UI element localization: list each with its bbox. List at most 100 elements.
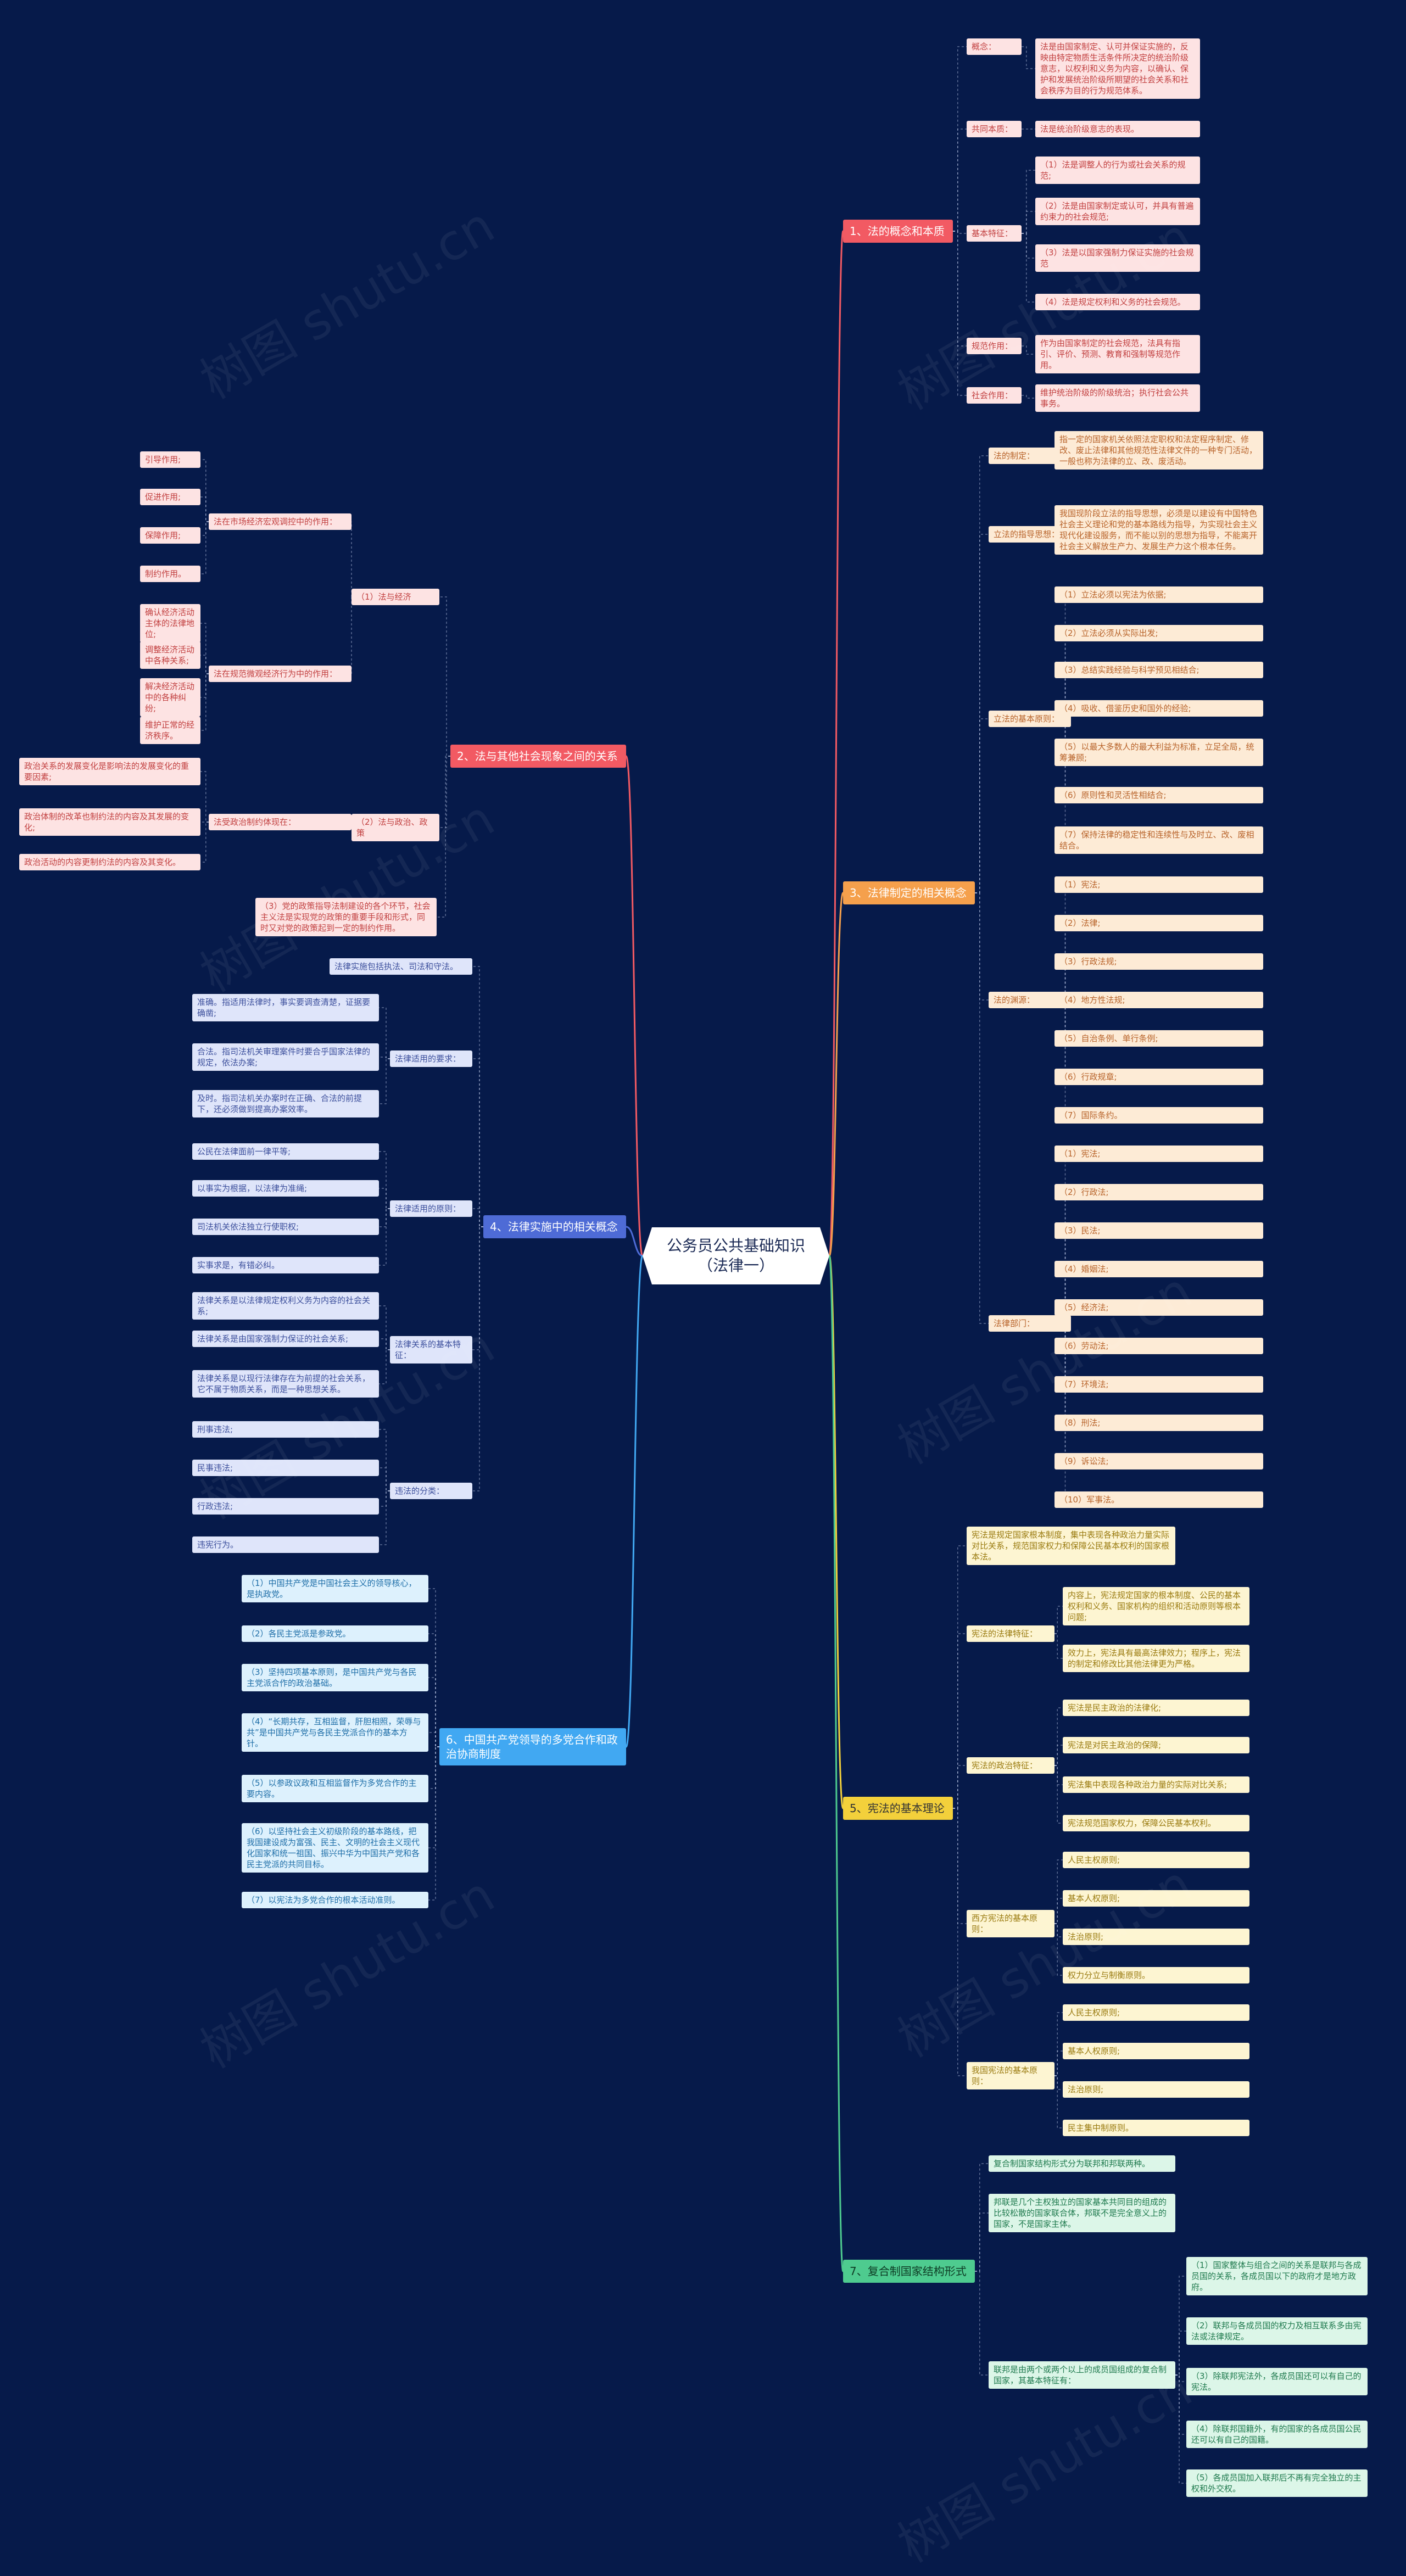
- node-5-1: 宪法是规定国家根本制度，集中表现各种政治力量实际对比关系，规范国家权力和保障公民…: [967, 1527, 1175, 1565]
- node-4-3-4: 实事求是，有错必纠。: [192, 1257, 379, 1273]
- node-3-5-4: （4）婚姻法;: [1054, 1261, 1263, 1277]
- connector-109: [428, 1732, 439, 1747]
- node-3-4-6: （6）行政规章;: [1054, 1069, 1263, 1085]
- connector-112: [428, 1746, 439, 1901]
- connector-107: [428, 1633, 439, 1747]
- connector-108: [428, 1677, 439, 1747]
- node-3-4-4: （4）地方性法规;: [1054, 992, 1263, 1008]
- connector-110: [428, 1746, 439, 1789]
- node-4-5-2: 民事违法;: [192, 1460, 379, 1476]
- node-3-4-2: （2）法律;: [1054, 915, 1263, 931]
- connector-121: [1175, 2374, 1186, 2484]
- connector-27: [439, 756, 450, 828]
- node-7-2: 邦联是几个主权独立的国家基本共同目的组成的比较松散的国家联合体，邦联不是完全意义…: [989, 2194, 1175, 2232]
- node-7-3-1: （1）国家整体与组合之间的关系是联邦与各成员国的关系，各成员国以下的政府才是地方…: [1186, 2257, 1368, 2295]
- node-6-4: （4）“长期共存，互相监督，肝胆相照，荣辱与共”是中国共产党与各民主党派合作的基…: [242, 1713, 428, 1752]
- connector-82: [379, 1467, 390, 1491]
- node-5-5-3: 法治原则;: [1063, 2081, 1249, 2098]
- node-5-5-1: 人民主权原则;: [1063, 2004, 1249, 2021]
- node-1-4: 规范作用：: [967, 338, 1022, 354]
- node-3-3-6: （6）原则性和灵活性相结合;: [1054, 787, 1263, 803]
- connector-33: [828, 892, 844, 1257]
- node-1-1-1: 法是由国家制定、认可并保证实施的，反映由特定物质生活条件所决定的统治阶级意志，以…: [1035, 38, 1200, 99]
- connector-75: [379, 1208, 390, 1266]
- connector-15: [625, 755, 644, 1257]
- connector-20: [200, 521, 209, 536]
- connector-54: [975, 892, 989, 1324]
- node-1-2-1: 法是统治阶级意志的表现。: [1035, 121, 1200, 137]
- node-5-4: 西方宪法的基本原则：: [967, 1910, 1054, 1937]
- node-3-5-5: （5）经济法;: [1054, 1299, 1263, 1316]
- node-2-1-1-1: 引导作用;: [140, 451, 200, 468]
- connector-119: [1175, 2374, 1186, 2382]
- branch-4: 4、法律实施中的相关概念: [483, 1215, 626, 1238]
- node-2-1-2-1: 确认经济活动主体的法律地位;: [140, 604, 200, 642]
- node-3-2-1: 我国现阶段立法的指导思想，必须是以建设有中国特色社会主义理论和党的基本路线为指导…: [1054, 505, 1263, 555]
- node-4-4-1: 法律关系是以法律规定权利义务为内容的社会关系;: [192, 1292, 379, 1320]
- node-1-5-1: 维护统治阶级的阶级统治；执行社会公共事务。: [1035, 384, 1200, 412]
- connector-89: [1054, 1633, 1063, 1659]
- connector-64: [1054, 1323, 1071, 1500]
- connector-120: [1175, 2374, 1186, 2435]
- connector-99: [1054, 1923, 1063, 1976]
- node-3-4-3: （3）行政法规;: [1054, 953, 1263, 970]
- connector-31: [200, 822, 209, 863]
- node-4-3-1: 公民在法律面前一律平等;: [192, 1143, 379, 1160]
- connector-76: [472, 1226, 483, 1350]
- node-5-2-1: 内容上，宪法规定国家的根本制度、公民的基本权利和义务、国家机构的组织和活动原则等…: [1063, 1587, 1249, 1625]
- connector-101: [1054, 2012, 1063, 2076]
- node-1-3-3: （3）法是以国家强制力保证实施的社会规范: [1035, 244, 1200, 272]
- branch-6: 6、中国共产党领导的多党合作和政治协商制度: [439, 1728, 626, 1765]
- node-5-2: 宪法的法律特征：: [967, 1625, 1054, 1642]
- node-6-6: （6）以坚持社会主义初级阶段的基本路线，把我国建设成为富强、民主、文明的社会主义…: [242, 1823, 428, 1873]
- connector-105: [625, 1255, 644, 1748]
- node-3-5-2: （2）行政法;: [1054, 1184, 1263, 1200]
- node-7-3-2: （2）联邦与各成员国的权力及相互联系多由宪法或法律规定。: [1186, 2317, 1368, 2345]
- node-4-3-2: 以事实为根据，以法律为准绳;: [192, 1180, 379, 1197]
- connector-115: [975, 2212, 989, 2272]
- node-7-3-5: （5）各成员国加入联邦后不再有完全独立的主权和外交权。: [1186, 2469, 1368, 2497]
- node-4-3: 法律适用的原则：: [390, 1200, 472, 1217]
- node-2-2-1-3: 政治活动的内容更制约法的内容及其变化。: [19, 854, 200, 870]
- node-4-2-2: 合法。指司法机关审理案件时要合乎国家法律的规定，依法办案;: [192, 1043, 379, 1071]
- node-3-4-7: （7）国际条约。: [1054, 1107, 1263, 1124]
- connector-68: [379, 1007, 390, 1059]
- connector-92: [1054, 1745, 1063, 1766]
- node-3-3-4: （4）吸收、借鉴历史和国外的经验;: [1054, 700, 1263, 717]
- connector-104: [1054, 2075, 1063, 2128]
- node-3-4-1: （1）宪法;: [1054, 876, 1263, 893]
- connector-3: [1022, 46, 1035, 69]
- node-6-2: （2）各民主党派是参政党。: [242, 1625, 428, 1642]
- connector-4: [953, 128, 967, 232]
- node-6-5: （5）以参政议政和互相监督作为多党合作的主要内容。: [242, 1775, 428, 1802]
- connector-98: [1054, 1923, 1063, 1937]
- node-2-2-1: 法受政治制约体现在：: [209, 814, 352, 830]
- node-2-2: （2）法与政治、政策: [352, 814, 439, 841]
- node-5-2-2: 效力上，宪法具有最高法律效力；程序上，宪法的制定和修改比其他法律更为严格。: [1063, 1645, 1249, 1672]
- node-6-3: （3）坚持四项基本原则，是中国共产党与各民主党派合作的政治基础。: [242, 1664, 428, 1691]
- node-4-5-1: 刑事违法;: [192, 1421, 379, 1438]
- node-5-3-1: 宪法是民主政治的法律化;: [1063, 1700, 1249, 1716]
- root-topic: 公务员公共基础知识（法律一）: [643, 1227, 829, 1284]
- connector-58: [1054, 1269, 1071, 1324]
- node-4-4: 法律关系的基本特征：: [390, 1336, 472, 1364]
- connector-7: [1022, 170, 1035, 234]
- node-2-1-2: 法在规范微观经济行为中的作用：: [209, 666, 352, 682]
- node-4-2: 法律适用的要求：: [390, 1050, 472, 1067]
- connector-25: [200, 673, 209, 698]
- node-3-5: 法律部门：: [989, 1315, 1071, 1332]
- node-2-1-1-2: 促进作用;: [140, 489, 200, 505]
- connector-26: [200, 673, 209, 731]
- node-3-3-3: （3）总结实践经验与科学预见相结合;: [1054, 662, 1263, 678]
- node-2-2-1-2: 政治体制的改革也制约法的内容及其发展的变化;: [19, 808, 200, 836]
- connector-71: [472, 1208, 483, 1227]
- node-3-4-5: （5）自治条例、单行条例;: [1054, 1030, 1263, 1047]
- node-4-5-3: 行政违法;: [192, 1498, 379, 1515]
- node-3-5-9: （9）诉讼法;: [1054, 1453, 1263, 1469]
- node-4-3-3: 司法机关依法独立行使职权;: [192, 1219, 379, 1235]
- node-5-4-1: 人民主权原则;: [1063, 1852, 1249, 1868]
- connector-77: [379, 1305, 390, 1350]
- node-4-2-3: 及时。指司法机关办案时在正确、合法的前提下，还必须做到提高办案效率。: [192, 1090, 379, 1117]
- node-2-1-2-2: 调整经济活动中各种关系;: [140, 641, 200, 669]
- connector-12: [1022, 345, 1035, 355]
